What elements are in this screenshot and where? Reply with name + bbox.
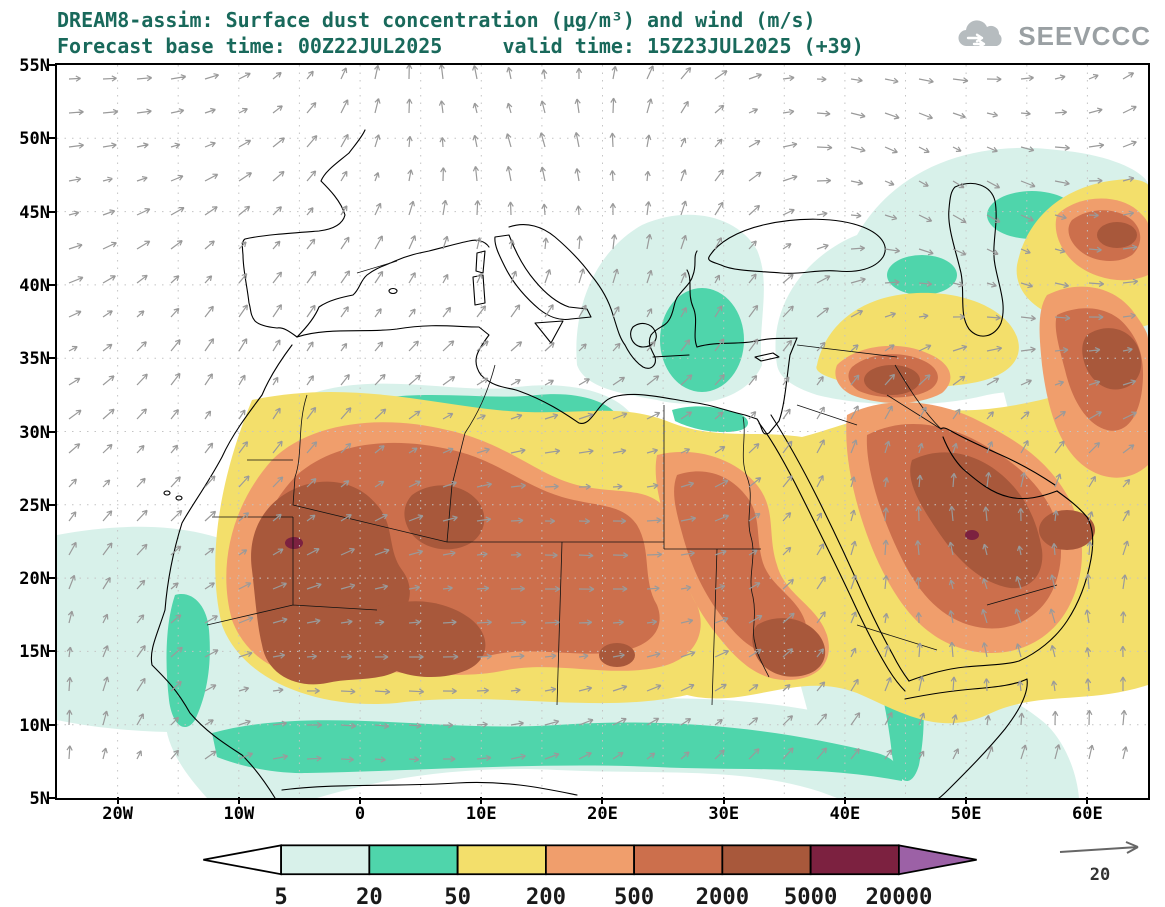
colorbar-label: 20 (356, 884, 383, 907)
chart-title: DREAM8-assim: Surface dust concentration… (57, 8, 816, 32)
colorbar-segment (721, 844, 812, 876)
y-tick-label: 15N (19, 642, 50, 663)
y-tick-label: 10N (19, 715, 50, 736)
y-tick-label: 25N (19, 495, 50, 516)
x-tick-mark (965, 797, 968, 804)
y-tick-mark (48, 357, 55, 360)
x-tick-mark (843, 797, 846, 804)
x-tick-mark (601, 797, 604, 804)
x-tick-label: 20W (102, 804, 133, 824)
wind-reference-value: 20 (1090, 865, 1110, 885)
y-tick-mark (48, 797, 55, 799)
x-tick-label: 40E (829, 804, 861, 824)
wind-arrows (66, 65, 1139, 763)
colorbar-label: 20000 (865, 884, 932, 907)
colorbar-segment (809, 844, 900, 876)
y-tick-label: 45N (19, 202, 50, 223)
y-tick-label: 35N (19, 349, 50, 370)
y-tick-mark (48, 210, 55, 213)
colorbar-label: 50 (444, 884, 471, 907)
y-tick-mark (48, 283, 55, 286)
colorbar-segment (456, 844, 547, 876)
x-tick-mark (1086, 797, 1089, 804)
y-tick-mark (48, 650, 55, 653)
x-tick-label: 50E (950, 804, 982, 824)
x-tick-label: 10E (465, 804, 497, 824)
colorbar-segment (544, 844, 635, 876)
colorbar-label: 500 (614, 884, 654, 907)
x-tick-mark (237, 797, 240, 804)
wind-reference-legend: 20 (1059, 841, 1139, 885)
colorbar-segment (633, 844, 724, 876)
x-tick-mark (480, 797, 483, 804)
y-tick-label: 5N (29, 789, 50, 809)
colorbar-label: 2000 (696, 884, 750, 907)
x-tick-label: 30E (708, 804, 740, 824)
colorbar-legend: 5 20 50 200 500 2000 5000 20000 (203, 844, 977, 907)
x-tick-mark (722, 797, 725, 804)
y-tick-label: 20N (19, 569, 50, 590)
dust-field (57, 147, 1148, 798)
colorbar-label: 200 (526, 884, 566, 907)
y-tick-mark (48, 723, 55, 726)
x-tick-mark (359, 797, 362, 804)
x-tick-label: 20E (587, 804, 618, 824)
colorbar-segment (280, 844, 371, 876)
coastlines (150, 129, 1094, 798)
colorbar-label: 5 (274, 884, 287, 907)
y-tick-label: 55N (19, 56, 50, 76)
y-tick-mark (48, 430, 55, 433)
colorbar-label: 5000 (784, 884, 838, 907)
y-tick-mark (48, 503, 55, 506)
y-tick-label: 40N (19, 275, 50, 296)
y-tick-label: 50N (19, 129, 50, 150)
y-tick-mark (48, 64, 55, 66)
y-tick-mark (48, 137, 55, 140)
wind-vector-path (66, 65, 1139, 763)
logo-text: SEEVCCC (1018, 20, 1151, 51)
colorbar-segment (368, 844, 459, 876)
y-tick-label: 30N (19, 422, 50, 443)
colorbar-above-max-arrow (898, 844, 977, 876)
dust-wind-map (57, 65, 1148, 798)
x-tick-label: 0 (354, 804, 366, 824)
map-frame (55, 63, 1150, 800)
chart-subtitle: Forecast base time: 00Z22JUL2025 valid t… (57, 34, 864, 58)
seevccc-logo: SEEVCCC (954, 18, 1151, 54)
x-tick-label: 60E (1072, 804, 1103, 824)
x-tick-label: 10W (223, 804, 255, 824)
cloud-logo-icon (958, 20, 1002, 48)
y-tick-mark (48, 577, 55, 580)
colorbar-below-min-arrow (203, 844, 282, 876)
x-tick-mark (116, 797, 119, 804)
country-borders (206, 260, 1058, 706)
